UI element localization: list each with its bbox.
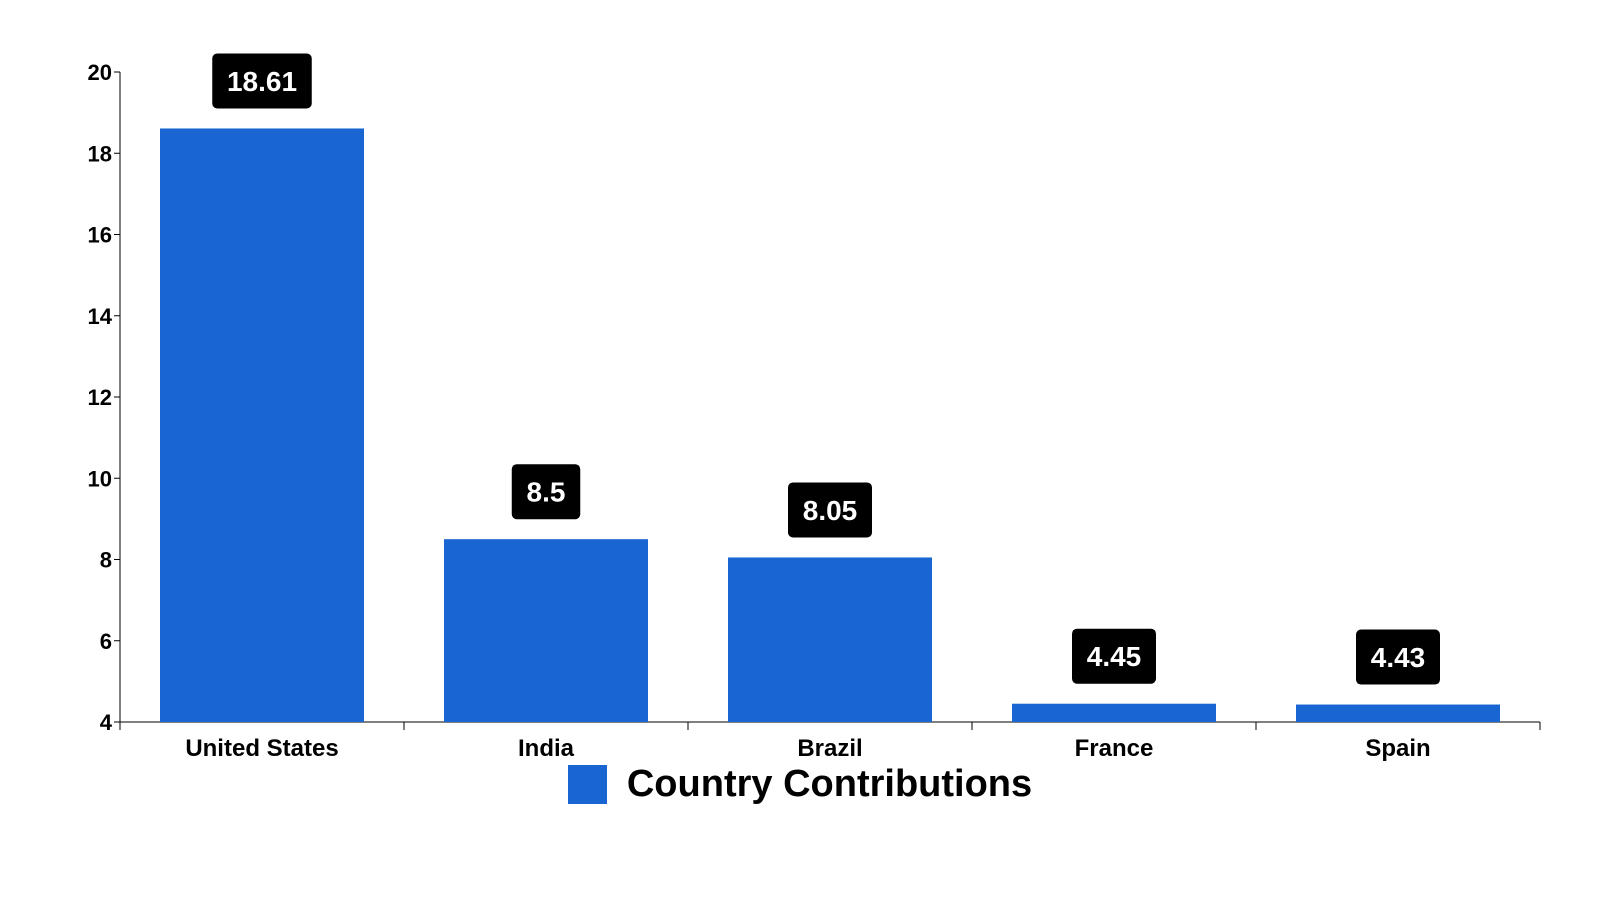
x-tick-label: United States [185, 735, 338, 762]
bar [444, 539, 648, 722]
y-tick-label: 8 [100, 548, 112, 573]
bar [1012, 703, 1216, 722]
legend-swatch [567, 765, 607, 804]
bar [728, 557, 932, 722]
data-label-box [212, 53, 312, 109]
y-tick-label: 6 [100, 629, 112, 654]
y-tick-label: 16 [88, 223, 112, 248]
y-tick-label: 20 [88, 60, 112, 85]
y-tick-label: 12 [88, 385, 112, 410]
data-label: 4.43 [1371, 642, 1426, 673]
x-tick-label: Spain [1365, 735, 1430, 762]
data-label-box [511, 464, 581, 520]
y-tick-label: 10 [88, 466, 112, 491]
data-label: 18.61 [227, 66, 297, 97]
y-tick-label: 14 [88, 304, 113, 329]
x-tick-label: France [1075, 735, 1154, 762]
bar [160, 128, 364, 722]
bar [1296, 704, 1500, 722]
x-tick-label: Brazil [797, 735, 862, 762]
legend: Country Contributions [0, 763, 1600, 806]
legend-label: Country Contributions [626, 763, 1033, 805]
data-label-box [1072, 628, 1156, 684]
data-label-box [1356, 629, 1440, 685]
y-tick-label: 18 [88, 141, 112, 166]
x-tick-label: India [518, 735, 575, 762]
data-label-box [788, 482, 872, 538]
data-label: 8.05 [803, 495, 858, 526]
y-tick-label: 4 [100, 710, 113, 735]
data-label: 8.5 [527, 477, 566, 508]
data-label: 4.45 [1087, 641, 1142, 672]
